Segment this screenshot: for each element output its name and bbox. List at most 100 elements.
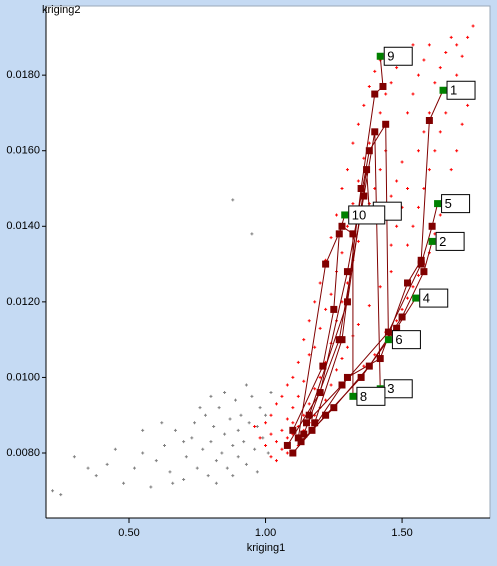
point (291, 375, 295, 379)
point (411, 224, 415, 228)
y-tick-label: 0.0080 (6, 447, 40, 459)
trajectory-point (357, 185, 365, 193)
point (384, 92, 388, 96)
label-box (348, 205, 386, 225)
label-box (419, 288, 449, 308)
point (285, 383, 289, 387)
point (264, 413, 268, 417)
point (471, 24, 475, 28)
point (400, 307, 404, 311)
point (345, 345, 349, 349)
point-label: 8 (360, 389, 367, 404)
trajectory-point (303, 419, 311, 427)
point (132, 466, 136, 470)
point (324, 398, 328, 402)
point (223, 391, 227, 395)
point (395, 319, 399, 323)
point (247, 421, 251, 425)
point (244, 462, 248, 466)
point (184, 455, 188, 459)
point (255, 470, 259, 474)
point (72, 455, 76, 459)
point (206, 474, 210, 478)
point (329, 292, 333, 296)
point (378, 168, 382, 172)
point (362, 156, 366, 160)
point (223, 432, 227, 436)
y-tick-label: 0.0100 (6, 371, 40, 383)
point (195, 466, 199, 470)
point-label: 2 (439, 234, 446, 249)
point (212, 425, 216, 429)
trajectory-point (382, 120, 390, 128)
point-label: 4 (423, 291, 430, 306)
trajectory-point (338, 381, 346, 389)
point-label: 5 (445, 196, 452, 211)
point (406, 187, 410, 191)
point (266, 451, 270, 455)
point (362, 103, 366, 107)
trajectory-point (343, 298, 351, 306)
trajectory-point (319, 362, 327, 370)
point (214, 481, 218, 485)
point (356, 239, 360, 243)
point (231, 443, 235, 447)
trajectory-point (283, 441, 291, 449)
point (220, 451, 224, 455)
point (449, 35, 453, 39)
point (269, 413, 273, 417)
point (427, 43, 431, 47)
x-axis-label: kriging1 (247, 542, 286, 554)
point (307, 319, 311, 323)
point (340, 187, 344, 191)
point (411, 43, 415, 47)
point (274, 459, 278, 463)
trajectory-line (314, 56, 384, 423)
point (296, 394, 300, 398)
label-box (391, 330, 421, 350)
point (269, 391, 273, 395)
trajectory-point (360, 192, 368, 200)
point (406, 243, 410, 247)
end-point (439, 86, 447, 94)
point (236, 455, 240, 459)
point (258, 406, 262, 410)
trajectory-point (425, 116, 433, 124)
point (154, 459, 158, 463)
point (340, 357, 344, 361)
point (318, 375, 322, 379)
point (416, 273, 420, 277)
end-point (434, 200, 442, 208)
point (236, 428, 240, 432)
point-label: 9 (387, 49, 394, 64)
point-label: 6 (395, 332, 402, 347)
point (367, 84, 371, 88)
point (416, 73, 420, 77)
point (356, 323, 360, 327)
point (460, 54, 464, 58)
trajectory-point (322, 411, 330, 419)
point (433, 149, 437, 153)
trajectory-point (338, 222, 346, 230)
point (253, 425, 257, 429)
point (395, 179, 399, 183)
point (373, 69, 377, 73)
point (209, 440, 213, 444)
y-tick-label: 0.0180 (6, 69, 40, 81)
point-label: 10 (352, 207, 366, 222)
trajectory-point (371, 128, 379, 136)
point (113, 447, 117, 451)
point (345, 168, 349, 172)
point (234, 398, 238, 402)
trajectory-point (379, 82, 387, 90)
point (406, 111, 410, 115)
point (198, 406, 202, 410)
point (466, 35, 470, 39)
point (231, 198, 235, 202)
point (313, 387, 317, 391)
point (395, 224, 399, 228)
point (105, 462, 109, 466)
point (466, 103, 470, 107)
point (291, 406, 295, 410)
point (356, 179, 360, 183)
